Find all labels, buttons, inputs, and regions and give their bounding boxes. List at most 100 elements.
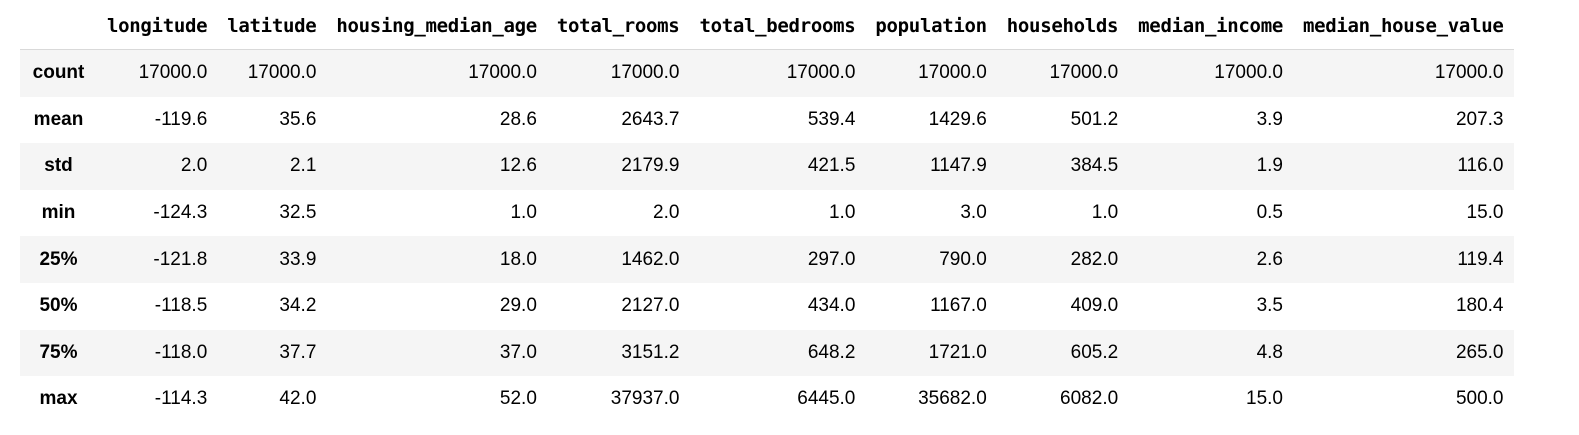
column-header-housing-median-age: housing_median_age xyxy=(326,3,547,50)
column-header-median-income: median_income xyxy=(1128,3,1293,50)
table-cell: 2127.0 xyxy=(621,295,680,317)
header-row: longitude latitude housing_median_age to… xyxy=(20,3,1514,50)
table-cell: -118.5 xyxy=(154,295,208,317)
table-cell: 52.0 xyxy=(499,388,537,410)
table-cell: 2.0 xyxy=(653,202,680,224)
table-cell: 500.0 xyxy=(1455,388,1504,410)
table-cell: 1167.0 xyxy=(930,295,987,317)
index-header xyxy=(20,3,97,50)
table-cell: -119.6 xyxy=(154,108,208,130)
table-cell: 1.0 xyxy=(828,202,856,224)
table-header: longitude latitude housing_median_age to… xyxy=(20,3,1514,50)
table-cell: 605.2 xyxy=(1070,341,1119,363)
table-cell: 42.0 xyxy=(279,388,317,410)
row-label: std xyxy=(44,155,73,177)
table-cell: 12.6 xyxy=(499,155,537,177)
row-label: 50% xyxy=(39,295,78,317)
table-cell: 33.9 xyxy=(279,248,317,270)
table-cell: 3.5 xyxy=(1256,295,1283,317)
table-row: 75% -118.0 37.7 37.0 3151.2 648.2 1721.0 605.2 4… xyxy=(20,329,1514,377)
table-cell: 2.1 xyxy=(289,155,317,177)
table-cell: 1.9 xyxy=(1256,155,1283,177)
row-label: count xyxy=(32,62,85,84)
row-label: mean xyxy=(33,108,84,130)
table-row: mean -119.6 35.6 28.6 2643.7 539.4 1429.6 501.2… xyxy=(20,96,1514,144)
table-cell: 17000.0 xyxy=(1214,62,1283,84)
table-cell: 6082.0 xyxy=(1060,388,1119,410)
table-cell: 0.5 xyxy=(1256,202,1283,224)
table-cell: 1429.6 xyxy=(928,108,987,130)
column-header-total-rooms: total_rooms xyxy=(546,3,690,50)
table-cell: 6445.0 xyxy=(797,388,856,410)
table-cell: 37937.0 xyxy=(610,388,680,410)
table-cell: 32.5 xyxy=(279,202,317,224)
table-cell: -124.3 xyxy=(153,202,208,224)
table-cell: 119.4 xyxy=(1457,248,1504,270)
row-label: max xyxy=(39,388,78,410)
table-cell: 17000.0 xyxy=(138,62,208,84)
column-header-households: households xyxy=(996,3,1129,50)
table-body: count 17000.0 17000.0 17000.0 17000.0 17000.0… xyxy=(20,49,1514,423)
table-cell: 790.0 xyxy=(939,248,987,270)
dataframe-output: longitude latitude housing_median_age to… xyxy=(20,3,1514,423)
table-cell: 297.0 xyxy=(807,248,856,270)
table-cell: 648.2 xyxy=(807,341,856,363)
table-row: 25% -121.8 33.9 18.0 1462.0 297.0 790.0 282.0 2.… xyxy=(20,236,1514,283)
table-cell: -121.8 xyxy=(153,248,208,270)
describe-table: longitude latitude housing_median_age to… xyxy=(20,3,1514,423)
table-cell: 384.5 xyxy=(1070,155,1119,177)
table-row: max -114.3 42.0 52.0 37937.0 6445.0 35682.0 608… xyxy=(20,376,1514,423)
column-header-latitude: latitude xyxy=(217,3,327,50)
table-cell: 2.6 xyxy=(1256,248,1283,270)
table-cell: 17000.0 xyxy=(468,62,537,84)
table-cell: 265.0 xyxy=(1455,341,1504,363)
table-row: count 17000.0 17000.0 17000.0 17000.0 17000.0… xyxy=(20,49,1514,97)
table-cell: 1.0 xyxy=(510,202,537,224)
table-cell: 37.7 xyxy=(279,341,317,363)
table-cell: 17000.0 xyxy=(918,62,987,84)
table-row: min -124.3 32.5 1.0 2.0 1.0 3.0 1.0 0.5 15.0 xyxy=(20,189,1514,237)
table-cell: 35.6 xyxy=(279,108,317,130)
column-header-population: population xyxy=(865,3,997,50)
table-cell: 17000.0 xyxy=(610,62,680,84)
row-label: 75% xyxy=(39,341,78,363)
table-cell: 2179.9 xyxy=(621,155,680,177)
column-header-longitude: longitude xyxy=(97,3,218,50)
table-cell: 3.9 xyxy=(1256,108,1283,130)
table-cell: 180.4 xyxy=(1455,295,1504,317)
table-cell: 2643.7 xyxy=(621,108,680,130)
table-cell: 1462.0 xyxy=(621,248,680,270)
table-cell: 282.0 xyxy=(1070,248,1119,270)
table-cell: -118.0 xyxy=(154,341,208,363)
table-cell: 3151.2 xyxy=(621,341,680,363)
table-row: 50% -118.5 34.2 29.0 2127.0 434.0 1167.0 409.0 3… xyxy=(20,282,1514,330)
table-row: std 2.0 2.1 12.6 2179.9 421.5 1147.9 384.5 1.9 11… xyxy=(20,143,1514,190)
table-cell: 18.0 xyxy=(499,248,537,270)
table-cell: 539.4 xyxy=(807,108,856,130)
table-cell: 34.2 xyxy=(279,295,317,317)
row-label: min xyxy=(41,202,76,224)
table-cell: 1721.0 xyxy=(928,341,987,363)
table-cell: 4.8 xyxy=(1256,341,1283,363)
table-cell: 35682.0 xyxy=(918,388,987,410)
table-cell: 409.0 xyxy=(1070,295,1119,317)
table-cell: 2.0 xyxy=(180,155,208,177)
table-cell: 1.0 xyxy=(1091,202,1119,224)
table-cell: 28.6 xyxy=(499,108,537,130)
table-cell: 17000.0 xyxy=(786,62,856,84)
column-header-total-bedrooms: total_bedrooms xyxy=(689,3,866,50)
table-cell: 15.0 xyxy=(1246,388,1283,410)
table-cell: 37.0 xyxy=(499,341,537,363)
table-cell: 15.0 xyxy=(1466,202,1504,224)
table-cell: 434.0 xyxy=(807,295,856,317)
table-cell: 116.0 xyxy=(1457,155,1504,177)
table-cell: 17000.0 xyxy=(1434,62,1504,84)
row-label: 25% xyxy=(39,248,78,270)
table-cell: 421.5 xyxy=(807,155,856,177)
table-cell: 29.0 xyxy=(499,295,537,317)
table-cell: 17000.0 xyxy=(247,62,317,84)
table-cell: -114.3 xyxy=(154,388,208,410)
table-cell: 1147.9 xyxy=(930,155,987,177)
table-cell: 3.0 xyxy=(960,202,987,224)
table-cell: 207.3 xyxy=(1455,108,1504,130)
